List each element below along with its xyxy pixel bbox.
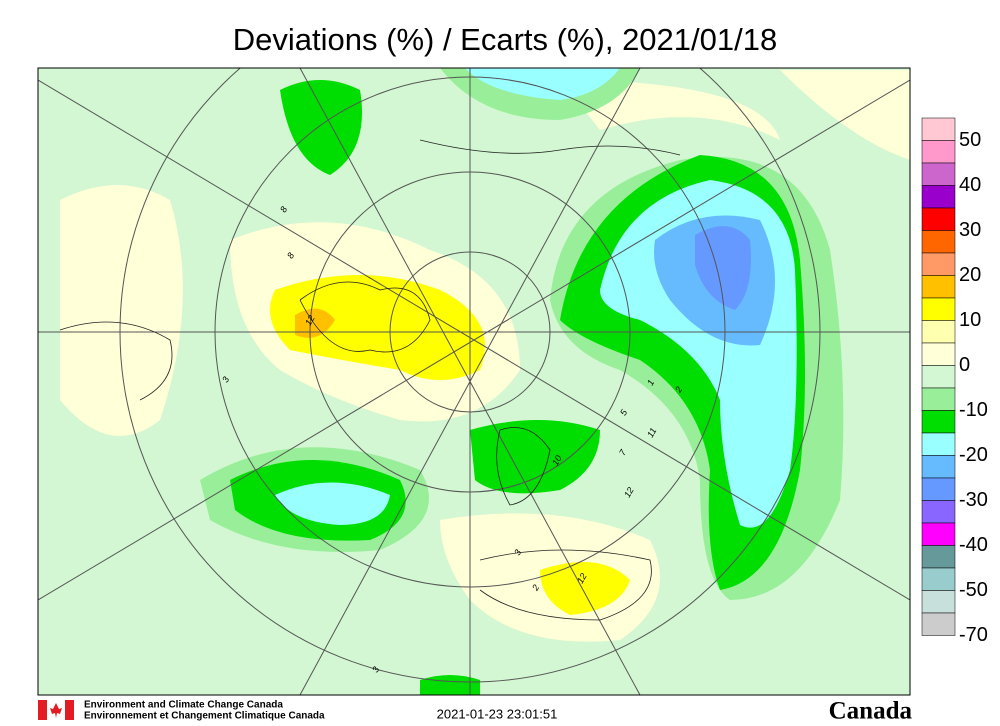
flag-band [38,700,47,720]
legend-swatch [921,477,956,501]
station-label: 8 [285,251,296,260]
legend-swatch [921,387,956,411]
legend-swatch [921,342,956,366]
legend-label: -40 [959,534,988,556]
contour [280,80,362,175]
legend-label: 50 [959,129,981,151]
legend-swatch [921,162,956,186]
station-label: 3 [512,548,523,557]
agency-en: Environment and Climate Change Canada [84,700,283,711]
legend-swatch [921,500,956,524]
station-label: 8 [278,205,289,214]
legend-label: -10 [959,399,988,421]
station-label: 12 [622,486,636,500]
legend-swatch [921,275,956,299]
legend-swatch [921,140,956,164]
station-label: 3 [370,665,381,674]
contour [60,185,183,436]
contour [780,70,910,160]
contour [270,275,485,380]
legend-label: 0 [959,354,970,376]
station-label: 12 [303,314,317,328]
maple-leaf [50,703,62,718]
timestamp: 2021-01-23 23:01:51 [437,706,558,721]
footer: Environment and Climate Change Canada En… [38,698,912,725]
legend-swatch [921,185,956,209]
wordmark: Canada [829,698,913,725]
legend-swatch [921,117,956,141]
legend-swatch [921,297,956,321]
contour [420,675,480,695]
legend-swatch [921,590,956,614]
contour [470,420,600,494]
legend-swatch [921,320,956,344]
flag-band [65,700,74,720]
title: Deviations (%) / Ecarts (%), 2021/01/18 [233,22,777,57]
legend-swatch [921,410,956,434]
station-label: 7 [617,447,629,457]
legend-swatch [921,365,956,389]
map-frame [37,67,911,696]
station-label: 3 [220,375,231,384]
station-label: 2 [530,583,542,593]
contour [295,308,335,338]
station-label: 2 [673,385,685,395]
contour [275,482,390,525]
legend-label: 30 [959,219,981,241]
station-label: 5 [618,407,630,417]
legend-label: -30 [959,489,988,511]
coastline [59,139,681,621]
legend-swatch [921,522,956,546]
legend-swatch [921,252,956,276]
station-label: 1 [645,378,656,387]
legend-swatch [921,432,956,456]
legend: 50 40 30 20 10 0 -10 -20 -30 -40 -50 -70 [921,117,988,646]
legend-label: 40 [959,174,981,196]
legend-swatch [921,567,956,591]
legend-swatch [921,207,956,231]
station-label: 12 [575,572,589,586]
legend-label: -70 [959,624,988,646]
legend-label: 20 [959,264,981,286]
contour [695,226,751,310]
contour [540,562,630,615]
legend-label: -50 [959,579,988,601]
legend-label: -20 [959,444,988,466]
station-label: 10 [550,454,564,468]
legend-swatch [921,545,956,569]
graticule [38,68,910,695]
legend-swatch [921,455,956,479]
agency-fr: Environnement et Changement Climatique C… [84,711,325,722]
legend-swatch [921,230,956,254]
legend-swatch [921,612,956,636]
station-label: 11 [645,426,658,439]
contour [465,68,620,100]
legend-label: 10 [959,309,981,331]
